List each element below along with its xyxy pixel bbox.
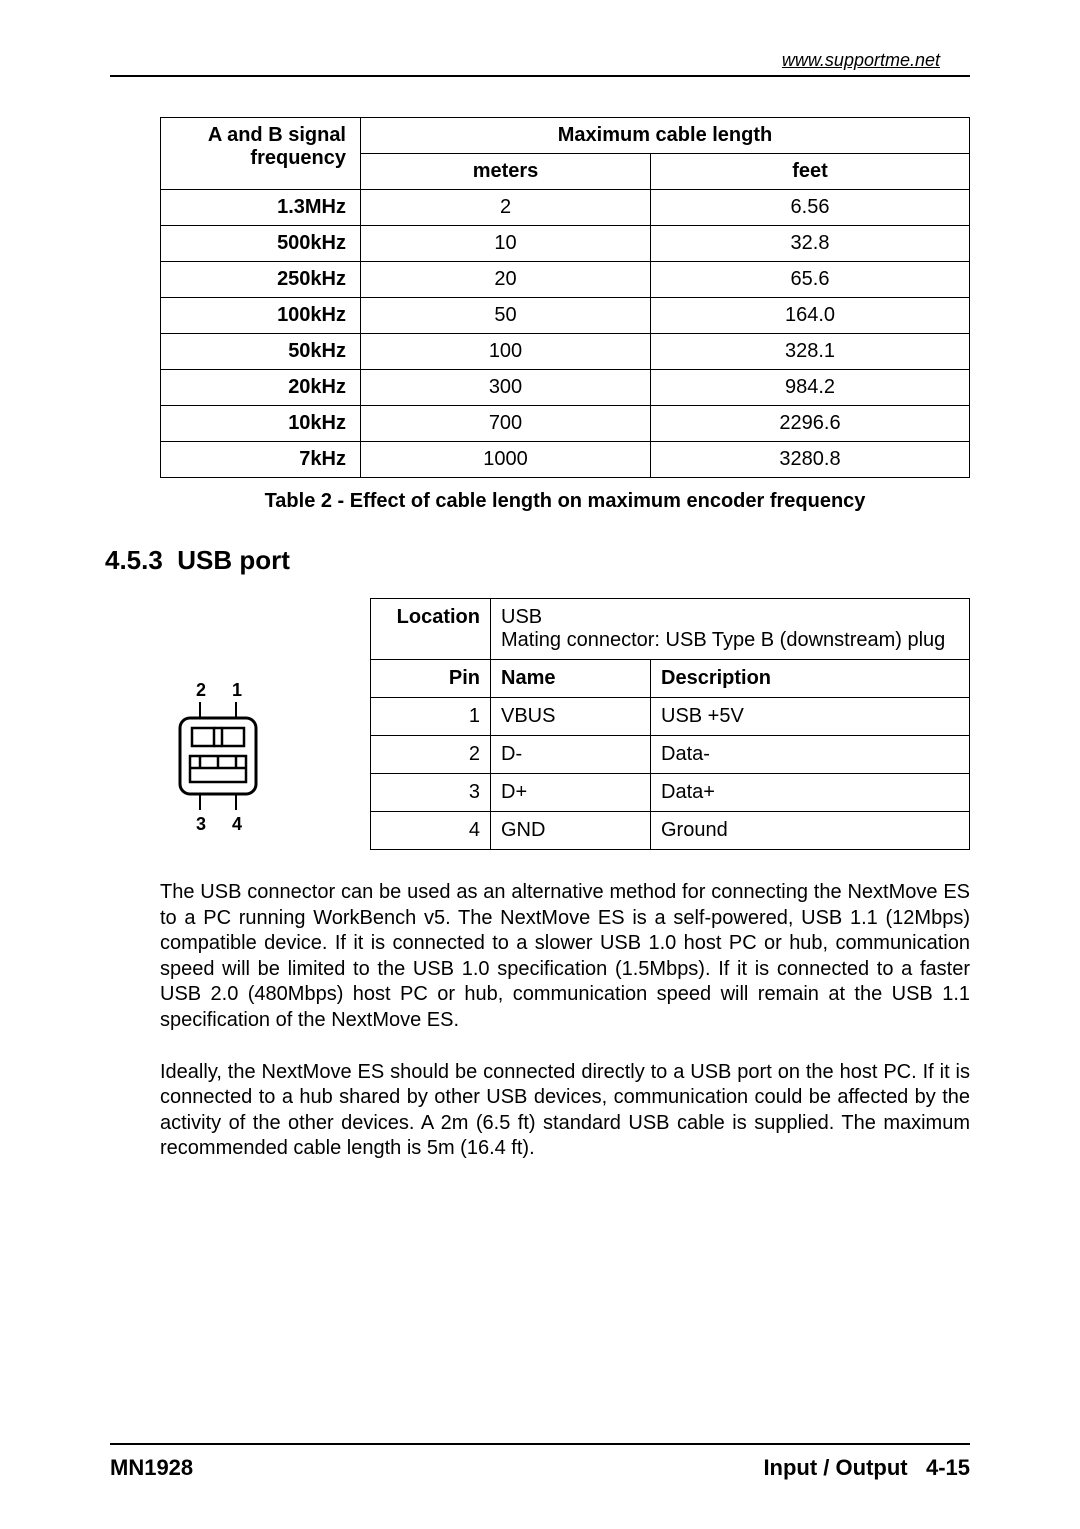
page-footer: MN1928 Input / Output 4-15 (110, 1443, 970, 1481)
table-row: 100kHz50164.0 (161, 298, 970, 334)
header-rule (110, 75, 970, 77)
usb-name-label: Name (491, 660, 651, 698)
usb-pin-table: Location USB Mating connector: USB Type … (370, 598, 970, 850)
cable-length-table: A and B signal frequency Maximum cable l… (160, 117, 970, 478)
paragraph-2: Ideally, the NextMove ES should be conne… (160, 1060, 970, 1162)
usb-row: 2D-Data- (371, 736, 970, 774)
header-maxlen: Maximum cable length (361, 118, 970, 154)
footer-section: Input / Output (763, 1455, 907, 1480)
usb-desc-label: Description (651, 660, 970, 698)
footer-doc-number: MN1928 (110, 1455, 193, 1481)
paragraph-1: The USB connector can be used as an alte… (160, 880, 970, 1034)
usb-connector-diagram: 2 1 (160, 598, 340, 843)
header-url: www.supportme.net (110, 50, 970, 71)
header-meters: meters (361, 154, 651, 190)
usb-pin-label: Pin (371, 660, 491, 698)
usb-location-value2: Mating connector: USB Type B (downstream… (501, 629, 945, 651)
svg-text:2: 2 (196, 680, 206, 700)
svg-text:3: 3 (196, 814, 206, 834)
table-row: 10kHz7002296.6 (161, 406, 970, 442)
table-row: 1.3MHz26.56 (161, 190, 970, 226)
svg-text:4: 4 (232, 814, 242, 834)
usb-row: 4GNDGround (371, 812, 970, 850)
table-row: 250kHz2065.6 (161, 262, 970, 298)
table-row: 500kHz1032.8 (161, 226, 970, 262)
table-row: 7kHz10003280.8 (161, 442, 970, 478)
usb-row: 3D+Data+ (371, 774, 970, 812)
section-heading: 4.5.3 USB port (105, 545, 970, 576)
table-caption: Table 2 - Effect of cable length on maxi… (160, 490, 970, 513)
usb-row: 1VBUSUSB +5V (371, 698, 970, 736)
table-row: 20kHz300984.2 (161, 370, 970, 406)
header-feet: feet (651, 154, 970, 190)
usb-location-value1: USB (501, 606, 542, 628)
header-freq-1: A and B signal (208, 124, 346, 146)
table-row: 50kHz100328.1 (161, 334, 970, 370)
header-freq-2: frequency (250, 147, 346, 169)
svg-text:1: 1 (232, 680, 242, 700)
footer-page: 4-15 (926, 1455, 970, 1480)
usb-location-label: Location (371, 599, 491, 660)
